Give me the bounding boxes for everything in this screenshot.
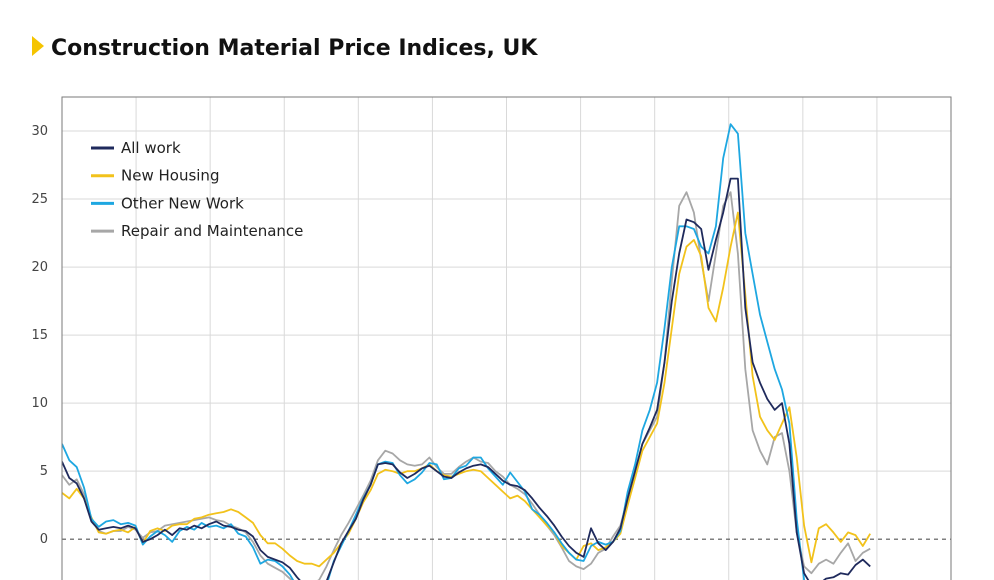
series-line-new-housing [62,211,871,568]
title-marker-icon [32,36,44,56]
y-tick-label: 15 [31,328,48,343]
series-line-all-work [62,177,871,580]
chart-title: Construction Material Price Indices, UK [51,36,538,61]
series-line-repair-and-maintenance [62,191,871,580]
y-tick-label: 5 [40,464,48,479]
y-tick-label: 0 [40,532,48,547]
legend: All work New Housing Other New Work Repair … [91,139,303,240]
legend-label-repair-and-maintenance: Repair and Maintenance [121,222,303,240]
legend-label-all-work: All work [121,139,181,157]
series-lines [62,123,871,580]
legend-label-other-new-work: Other New Work [121,194,244,212]
y-axis: 0 5 10 15 20 25 30 [31,124,48,547]
y-tick-label: 25 [31,192,48,207]
y-tick-label: 30 [31,124,48,139]
y-tick-label: 20 [31,260,48,275]
series-line-other-new-work [62,123,806,580]
plot-frame [61,96,952,580]
grid [62,97,951,580]
y-tick-label: 10 [31,396,48,411]
legend-label-new-housing: New Housing [121,167,219,185]
